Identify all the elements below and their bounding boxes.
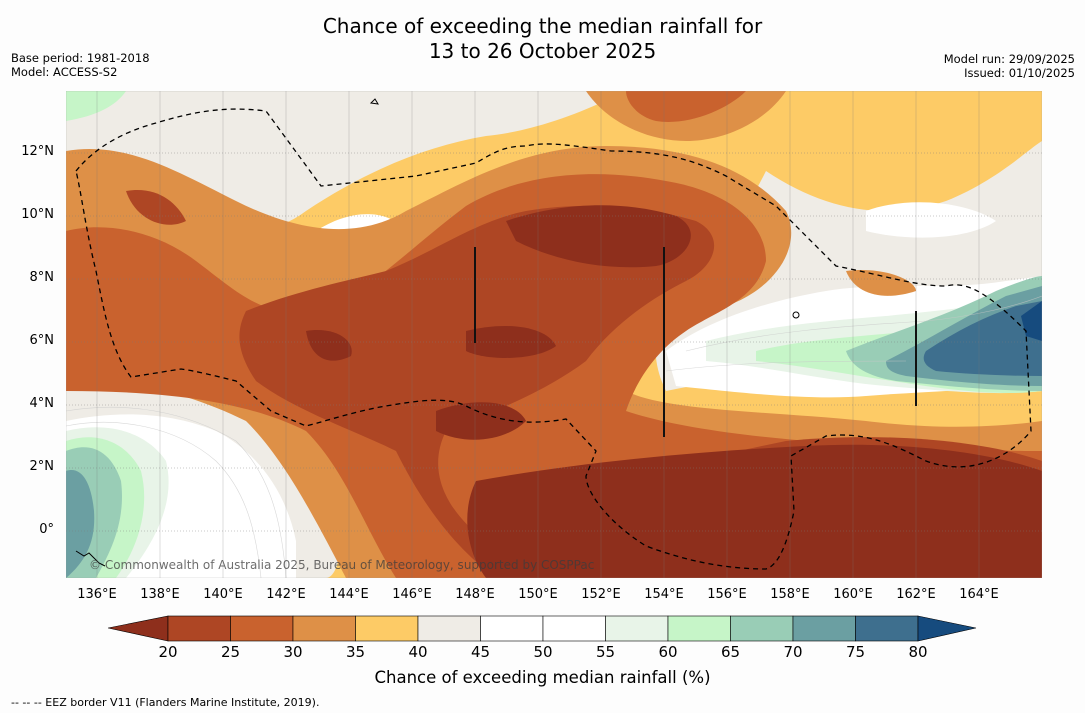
title-line-2: 13 to 26 October 2025 — [428, 39, 657, 63]
colorbar-segment — [542, 615, 606, 642]
colorbar-extend-high — [917, 615, 977, 642]
rainfall-map — [66, 91, 1042, 578]
region-20-center2 — [466, 326, 556, 358]
lon-label: 150°E — [518, 587, 558, 602]
lat-label: 2°N — [29, 459, 55, 474]
region-45-top — [306, 91, 386, 122]
region-25-center — [239, 205, 715, 578]
colorbar-tick-label: 40 — [408, 643, 428, 661]
lon-label: 146°E — [392, 587, 432, 602]
lon-label: 158°E — [770, 587, 810, 602]
title-line-1: Chance of exceeding the median rainfall … — [322, 14, 763, 38]
solid-lines — [474, 247, 917, 437]
lat-label: 8°N — [29, 270, 55, 285]
colorbar-segment — [792, 615, 856, 642]
region-75-west — [66, 470, 95, 578]
lat-label: 12°N — [21, 144, 54, 159]
model-info: Base period: 1981-2018 Model: ACCESS-S2 — [11, 51, 150, 79]
lon-label: 152°E — [581, 587, 621, 602]
base-period: Base period: 1981-2018 — [11, 51, 150, 65]
region-20-south-center — [436, 402, 526, 440]
lon-label: 142°E — [266, 587, 306, 602]
colorbar-segment — [167, 615, 231, 642]
colorbar-segment — [292, 615, 356, 642]
colorbar-extend-low — [108, 615, 169, 642]
model-name: Model: ACCESS-S2 — [11, 65, 118, 79]
colorbar-tick-label: 35 — [345, 643, 366, 661]
lon-label: 156°E — [707, 587, 747, 602]
lon-label: 138°E — [140, 587, 180, 602]
colorbar-segment — [605, 615, 669, 642]
region-20-south — [467, 444, 1042, 578]
region-80-east — [923, 301, 1042, 376]
colorbar-tick-label: 45 — [470, 643, 491, 661]
eez-border — [75, 108, 1032, 570]
graticule — [66, 152, 1042, 532]
chart-title: Chance of exceeding the median rainfall … — [0, 14, 1085, 64]
lon-label: 154°E — [644, 587, 684, 602]
colorbar-segment — [855, 615, 919, 642]
colorbar-tick-label: 50 — [533, 643, 553, 661]
lon-label: 140°E — [203, 587, 243, 602]
lat-label: 4°N — [29, 396, 55, 411]
eez-note: -- -- -- EEZ border V11 (Flanders Marine… — [11, 696, 320, 709]
issued-date: Issued: 01/10/2025 — [964, 66, 1075, 80]
lon-label: 160°E — [833, 587, 873, 602]
region-30-topright — [626, 91, 746, 122]
colorbar-segment — [355, 615, 419, 642]
colorbar-tick-label: 20 — [158, 643, 178, 661]
colorbar-segment — [230, 615, 294, 642]
model-run: Model run: 29/09/2025 — [943, 52, 1075, 66]
lat-label: 0° — [39, 522, 54, 537]
region-35-right — [846, 270, 916, 296]
region-65-topleft — [66, 91, 126, 121]
islands — [75, 98, 800, 567]
colorbar — [108, 615, 977, 642]
region-20-mid — [306, 330, 352, 361]
lat-label: 10°N — [21, 207, 54, 222]
colorbar-segment — [480, 615, 544, 642]
copyright-notice: © Commonwealth of Australia 2025, Bureau… — [89, 558, 595, 572]
colorbar-tick-label: 55 — [595, 643, 616, 661]
run-info: Model run: 29/09/2025 Issued: 01/10/2025 — [944, 52, 1075, 80]
colorbar-tick-label: 30 — [283, 643, 303, 661]
colorbar-segment — [417, 615, 481, 642]
colorbar-title: Chance of exceeding median rainfall (%) — [374, 668, 711, 687]
colorbar-tick-label: 75 — [845, 643, 866, 661]
lon-label: 148°E — [455, 587, 495, 602]
meridians — [96, 91, 980, 578]
colorbar-tick-label: 60 — [658, 643, 678, 661]
lat-label: 6°N — [29, 333, 55, 348]
colorbar-tick-label: 65 — [720, 643, 741, 661]
lon-label: 136°E — [77, 587, 117, 602]
colorbar-segment — [667, 615, 731, 642]
region-50-ne — [866, 202, 996, 238]
region-20-center — [506, 205, 691, 268]
lon-label: 164°E — [959, 587, 999, 602]
colorbar-tick-label: 70 — [783, 643, 803, 661]
lon-label: 144°E — [329, 587, 369, 602]
lon-label: 162°E — [896, 587, 936, 602]
colorbar-tick-label: 80 — [908, 643, 928, 661]
colorbar-segment — [730, 615, 794, 642]
colorbar-tick-label: 25 — [220, 643, 241, 661]
